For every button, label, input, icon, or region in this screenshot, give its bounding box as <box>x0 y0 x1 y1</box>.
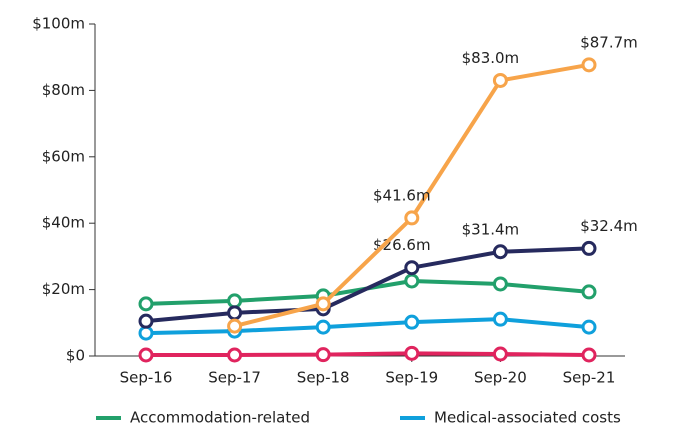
point <box>138 347 154 363</box>
x-tick-label: Sep-19 <box>385 369 438 387</box>
y-tick-label: $60m <box>42 147 85 165</box>
point <box>138 296 154 312</box>
point <box>404 314 420 330</box>
point <box>315 296 331 312</box>
value-label: $32.4m <box>580 217 638 235</box>
legend-label: Medical-associated costs <box>434 409 621 427</box>
value-label: $41.6m <box>373 186 431 204</box>
series-line <box>145 246 590 324</box>
x-tick-label: Sep-18 <box>297 369 350 387</box>
y-tick-label: $0 <box>66 347 85 365</box>
y-tick-label: $100m <box>32 15 85 33</box>
x-tick-label: Sep-20 <box>474 369 527 387</box>
point <box>581 319 597 335</box>
point <box>581 240 597 256</box>
point <box>581 57 597 73</box>
series-line <box>145 278 590 306</box>
point <box>404 210 420 226</box>
legend-label: Accommodation-related <box>130 409 310 427</box>
point <box>227 305 243 321</box>
point <box>492 244 508 260</box>
x-tick-label: Sep-17 <box>208 369 261 387</box>
point <box>581 347 597 363</box>
series-line <box>145 317 590 336</box>
y-tick-label: $80m <box>42 81 85 99</box>
point <box>227 347 243 363</box>
x-tick-label: Sep-16 <box>120 369 173 387</box>
value-label: $31.4m <box>462 220 520 238</box>
value-label: $83.0m <box>462 49 520 67</box>
point <box>404 273 420 289</box>
series-line <box>146 351 590 358</box>
point <box>315 319 331 335</box>
point <box>404 345 420 361</box>
y-tick-label: $40m <box>42 214 85 232</box>
x-tick-label: Sep-21 <box>563 369 616 387</box>
y-tick-label: $20m <box>42 280 85 298</box>
value-label: $87.7m <box>580 33 638 51</box>
point <box>492 311 508 327</box>
point <box>315 347 331 363</box>
point <box>138 313 154 329</box>
point <box>492 346 508 362</box>
point <box>581 284 597 300</box>
point <box>138 325 154 341</box>
point <box>492 276 508 292</box>
point <box>227 293 243 309</box>
point <box>404 260 420 276</box>
point <box>227 318 243 334</box>
point <box>492 72 508 88</box>
